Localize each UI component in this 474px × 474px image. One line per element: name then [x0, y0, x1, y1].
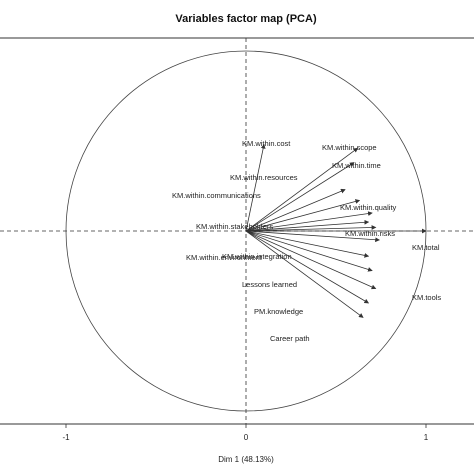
- plot-area: KM.within.cost KM.within.scope KM.within.t…: [0, 38, 474, 424]
- x-tick-label: 0: [244, 433, 249, 442]
- variable-label: KM.within.cost: [242, 139, 291, 148]
- variable-label: KM.within.time: [332, 161, 381, 170]
- variable-label: Lessons learned: [242, 280, 297, 289]
- variable-label: KM.within.quality: [340, 203, 397, 212]
- variable-label: PM.knowledge: [254, 307, 303, 316]
- variable-arrow: [246, 145, 264, 231]
- x-tick-label: -1: [62, 433, 70, 442]
- variable-arrow: [246, 231, 368, 303]
- x-tick-label: 1: [424, 433, 429, 442]
- variable-label: KM.within.stakeholders: [196, 222, 273, 231]
- variable-arrow: [246, 231, 363, 317]
- x-axis-label: Dim 1 (48.13%): [218, 455, 274, 464]
- variable-label: KM.within.risks: [345, 229, 395, 238]
- x-axis-ticks: -1 0 1: [62, 424, 428, 442]
- variable-label: KM.within.resources: [230, 173, 298, 182]
- variable-label: KM.total: [412, 243, 440, 252]
- variable-label: KM.within.communications: [172, 191, 261, 200]
- variable-label: KM.within.scope: [322, 143, 377, 152]
- chart-title: Variables factor map (PCA): [175, 13, 317, 25]
- variable-label: KM.tools: [412, 293, 441, 302]
- variable-label: Career path: [270, 334, 310, 343]
